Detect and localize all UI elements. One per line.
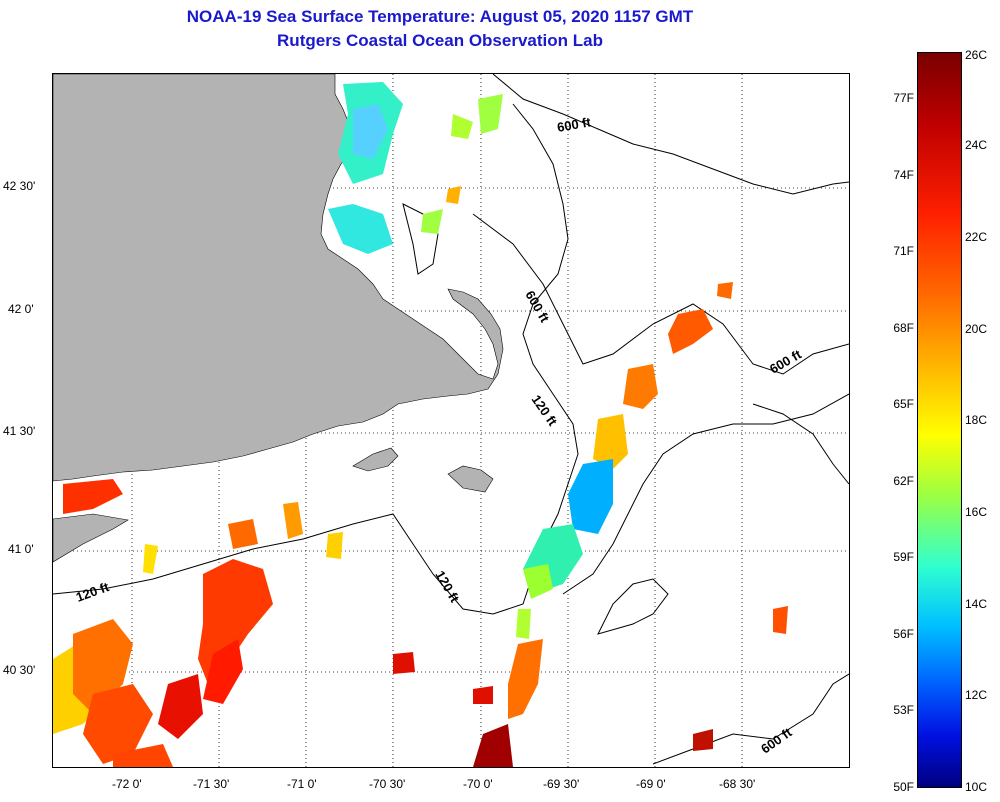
temperature-colorbar — [917, 52, 962, 788]
colorbar-label-59f: 59F — [893, 550, 914, 564]
lon-label-71-0: -71 0' — [287, 777, 317, 791]
colorbar-label-10c: 10C — [965, 780, 988, 794]
colorbar-label-53f: 53F — [893, 703, 914, 717]
contour-label-120ft-west: 120 ft — [74, 579, 112, 605]
colorbar-label-22c: 22C — [965, 230, 988, 244]
block-island — [53, 513, 129, 563]
lon-label-71-30: -71 30' — [193, 777, 230, 791]
lat-label-41-30: 41 30' — [3, 424, 36, 438]
colorbar-label-50f: 50F — [893, 780, 914, 794]
lon-label-69-0: -69 0' — [636, 777, 666, 791]
lon-label-70-0: -70 0' — [463, 777, 493, 791]
lon-label-68-30: -68 30' — [719, 777, 756, 791]
lat-label-42-0: 42 0' — [8, 302, 34, 316]
lat-label-42-30: 42 30' — [3, 179, 36, 193]
lat-label-41-0: 41 0' — [8, 542, 34, 556]
colorbar-label-24c: 24C — [965, 138, 988, 152]
colorbar-label-62f: 62F — [893, 474, 914, 488]
colorbar-label-14c: 14C — [965, 597, 988, 611]
colorbar-label-65f: 65F — [893, 397, 914, 411]
lon-label-72-0: -72 0' — [112, 777, 142, 791]
map-canvas: 600 ft 600 ft 600 ft 600 ft 120 ft 120 f… — [53, 74, 849, 767]
colorbar-label-71f: 71F — [893, 244, 914, 258]
lon-label-69-30: -69 30' — [543, 777, 580, 791]
map-subtitle: Rutgers Coastal Ocean Observation Lab — [277, 31, 603, 50]
contour-label-120ft-south: 120 ft — [432, 568, 462, 605]
colorbar-label-18c: 18C — [965, 413, 988, 427]
colorbar-label-20c: 20C — [965, 322, 988, 336]
map-title: NOAA-19 Sea Surface Temperature: August … — [186, 7, 694, 26]
colorbar-label-68f: 68F — [893, 321, 914, 335]
lat-label-40-30: 40 30' — [3, 663, 36, 677]
marthas-vineyard — [352, 447, 399, 472]
sst-map[interactable]: 600 ft 600 ft 600 ft 600 ft 120 ft 120 f… — [52, 73, 850, 768]
colorbar-label-74f: 74F — [893, 168, 914, 182]
lon-label-70-30: -70 30' — [369, 777, 406, 791]
colorbar-label-56f: 56F — [893, 627, 914, 641]
land-mass — [53, 74, 504, 482]
sst-patches — [53, 82, 788, 767]
contour-label-600ft-north: 600 ft — [556, 114, 593, 135]
nantucket — [447, 465, 494, 493]
colorbar-label-26c: 26C — [965, 48, 988, 62]
colorbar-label-12c: 12C — [965, 688, 988, 702]
colorbar-label-77f: 77F — [893, 91, 914, 105]
colorbar-label-16c: 16C — [965, 505, 988, 519]
